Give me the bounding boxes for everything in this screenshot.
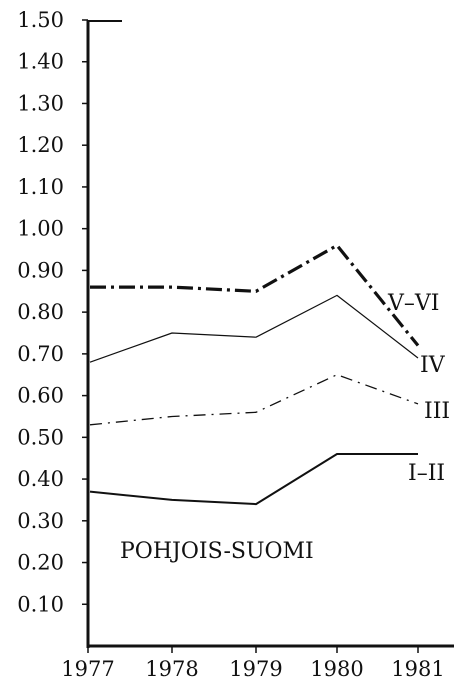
series-line xyxy=(90,245,418,345)
series-label: III xyxy=(424,399,450,424)
series-label: IV xyxy=(420,353,446,378)
series-line xyxy=(90,375,418,425)
y-tick-label: 0.40 xyxy=(17,467,64,491)
y-tick-label: 1.40 xyxy=(17,50,64,74)
region-annotation: POHJOIS-SUOMI xyxy=(120,539,314,564)
y-tick-label: 0.30 xyxy=(17,509,64,533)
y-tick-label: 0.90 xyxy=(17,258,64,282)
y-tick-label: 0.50 xyxy=(17,425,64,449)
x-tick-label: 1981 xyxy=(391,657,444,681)
x-tick-label: 1979 xyxy=(229,657,282,681)
y-tick-label: 1.00 xyxy=(17,217,64,241)
series-label: I–II xyxy=(408,461,445,486)
y-tick-label: 1.30 xyxy=(17,91,64,115)
x-tick-label: 1978 xyxy=(145,657,198,681)
x-axis-ticks: 1977 1978 1979 1980 1981 xyxy=(61,646,444,681)
series-line xyxy=(90,454,418,504)
x-tick-label: 1980 xyxy=(310,657,363,681)
series-lines xyxy=(90,245,418,504)
y-tick-label: 1.10 xyxy=(17,175,64,199)
y-tick-label: 1.50 xyxy=(17,8,64,32)
y-tick-label: 1.20 xyxy=(17,133,64,157)
series-line xyxy=(90,295,418,362)
y-tick-label: 0.20 xyxy=(17,551,64,575)
x-tick-label: 1977 xyxy=(61,657,114,681)
y-tick-label: 0.80 xyxy=(17,300,64,324)
y-tick-label: 0.10 xyxy=(17,592,64,616)
y-tick-label: 0.60 xyxy=(17,384,64,408)
y-tick-label: 0.70 xyxy=(17,342,64,366)
y-axis-ticks: 0.10 0.20 0.30 0.40 0.50 0.60 0.70 0.80 0.90 1.00… xyxy=(17,8,88,616)
series-label: V–VI xyxy=(387,291,439,316)
